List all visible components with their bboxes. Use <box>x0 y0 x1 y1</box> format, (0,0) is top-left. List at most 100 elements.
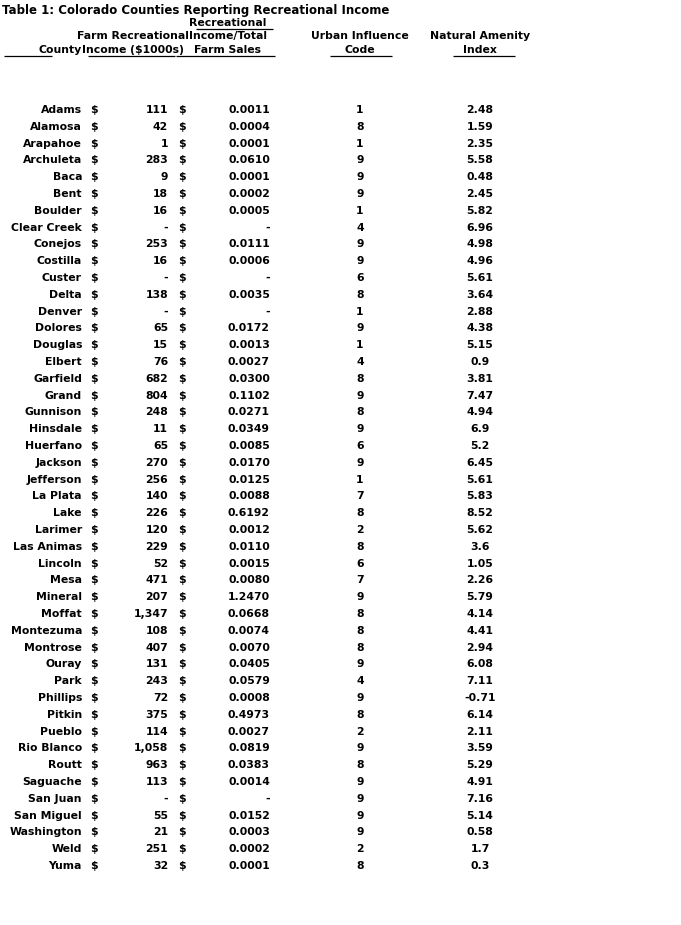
Text: 3.64: 3.64 <box>466 290 494 300</box>
Text: $: $ <box>178 760 186 771</box>
Text: $: $ <box>178 508 186 518</box>
Text: 1.7: 1.7 <box>471 845 490 854</box>
Text: 0.0074: 0.0074 <box>228 626 270 635</box>
Text: Farm Sales: Farm Sales <box>195 45 262 55</box>
Text: $: $ <box>178 324 186 333</box>
Text: 0.0027: 0.0027 <box>228 357 270 367</box>
Text: 0.0111: 0.0111 <box>228 240 270 250</box>
Text: $: $ <box>90 660 97 670</box>
Text: $: $ <box>90 676 97 686</box>
Text: $: $ <box>90 777 97 787</box>
Text: $: $ <box>178 643 186 653</box>
Text: 7.16: 7.16 <box>466 794 494 804</box>
Text: $: $ <box>178 777 186 787</box>
Text: 0.0070: 0.0070 <box>228 643 270 653</box>
Text: Grand: Grand <box>45 390 82 401</box>
Text: 9: 9 <box>356 256 364 266</box>
Text: 1,058: 1,058 <box>133 744 168 753</box>
Text: 8: 8 <box>356 122 364 131</box>
Text: 0.0015: 0.0015 <box>228 559 270 569</box>
Text: $: $ <box>90 374 97 384</box>
Text: $: $ <box>90 273 97 283</box>
Text: 407: 407 <box>145 643 168 653</box>
Text: 0.0110: 0.0110 <box>228 542 270 552</box>
Text: $: $ <box>90 441 97 451</box>
Text: 2: 2 <box>356 525 364 535</box>
Text: Table 1: Colorado Counties Reporting Recreational Income: Table 1: Colorado Counties Reporting Rec… <box>2 4 390 17</box>
Text: 0.0004: 0.0004 <box>228 122 270 131</box>
Text: $: $ <box>178 475 186 485</box>
Text: 0.0002: 0.0002 <box>228 189 270 199</box>
Text: 16: 16 <box>153 205 168 216</box>
Text: $: $ <box>178 155 186 166</box>
Text: $: $ <box>90 425 97 434</box>
Text: 0.0349: 0.0349 <box>228 425 270 434</box>
Text: 72: 72 <box>153 693 168 703</box>
Text: 9: 9 <box>356 827 364 837</box>
Text: 9: 9 <box>356 744 364 753</box>
Text: -0.71: -0.71 <box>464 693 496 703</box>
Text: 1: 1 <box>356 306 364 316</box>
Text: 1: 1 <box>356 475 364 485</box>
Text: 0.0579: 0.0579 <box>228 676 270 686</box>
Text: 0.0085: 0.0085 <box>228 441 270 451</box>
Text: -: - <box>266 794 270 804</box>
Text: 2: 2 <box>356 845 364 854</box>
Text: 471: 471 <box>145 575 168 586</box>
Text: Recreational: Recreational <box>189 18 267 28</box>
Text: 5.2: 5.2 <box>471 441 490 451</box>
Text: $: $ <box>90 744 97 753</box>
Text: $: $ <box>178 340 186 351</box>
Text: -: - <box>163 306 168 316</box>
Text: $: $ <box>178 827 186 837</box>
Text: 9: 9 <box>161 172 168 182</box>
Text: $: $ <box>90 542 97 552</box>
Text: $: $ <box>90 390 97 401</box>
Text: 8: 8 <box>356 407 364 417</box>
Text: $: $ <box>178 290 186 300</box>
Text: $: $ <box>178 660 186 670</box>
Text: 0.0405: 0.0405 <box>228 660 270 670</box>
Text: 15: 15 <box>153 340 168 351</box>
Text: 52: 52 <box>153 559 168 569</box>
Text: 4.96: 4.96 <box>466 256 494 266</box>
Text: 0.6192: 0.6192 <box>228 508 270 518</box>
Text: 1: 1 <box>356 205 364 216</box>
Text: 8: 8 <box>356 861 364 871</box>
Text: 0.0610: 0.0610 <box>228 155 270 166</box>
Text: 0.0088: 0.0088 <box>228 491 270 501</box>
Text: Moffat: Moffat <box>42 609 82 619</box>
Text: 9: 9 <box>356 810 364 820</box>
Text: $: $ <box>90 172 97 182</box>
Text: 248: 248 <box>145 407 168 417</box>
Text: Larimer: Larimer <box>35 525 82 535</box>
Text: $: $ <box>178 273 186 283</box>
Text: La Plata: La Plata <box>33 491 82 501</box>
Text: 113: 113 <box>145 777 168 787</box>
Text: $: $ <box>178 693 186 703</box>
Text: Yuma: Yuma <box>48 861 82 871</box>
Text: 256: 256 <box>145 475 168 485</box>
Text: 108: 108 <box>146 626 168 635</box>
Text: 6: 6 <box>356 441 364 451</box>
Text: $: $ <box>90 609 97 619</box>
Text: $: $ <box>90 559 97 569</box>
Text: 0.0383: 0.0383 <box>228 760 270 771</box>
Text: $: $ <box>90 256 97 266</box>
Text: $: $ <box>178 139 186 149</box>
Text: 140: 140 <box>145 491 168 501</box>
Text: 2: 2 <box>356 727 364 736</box>
Text: $: $ <box>178 810 186 820</box>
Text: 207: 207 <box>145 592 168 602</box>
Text: -: - <box>266 223 270 232</box>
Text: 0.0035: 0.0035 <box>228 290 270 300</box>
Text: 0.58: 0.58 <box>466 827 493 837</box>
Text: 0.0001: 0.0001 <box>228 861 270 871</box>
Text: Huerfano: Huerfano <box>25 441 82 451</box>
Text: 251: 251 <box>145 845 168 854</box>
Text: Jefferson: Jefferson <box>27 475 82 485</box>
Text: $: $ <box>90 290 97 300</box>
Text: 0.0172: 0.0172 <box>228 324 270 333</box>
Text: 6.14: 6.14 <box>466 709 494 720</box>
Text: Mineral: Mineral <box>36 592 82 602</box>
